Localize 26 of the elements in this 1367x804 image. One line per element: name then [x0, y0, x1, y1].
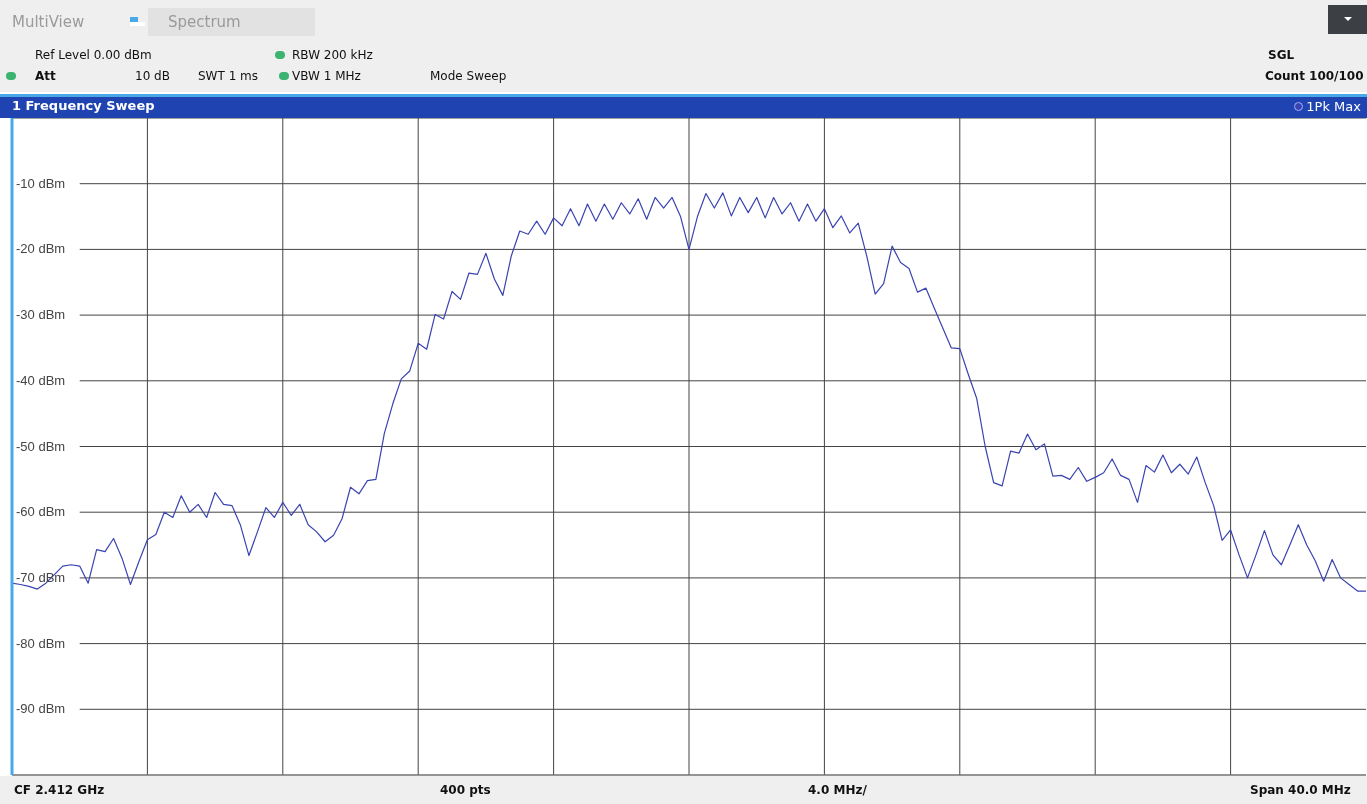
y-tick-label: -60 dBm: [16, 504, 66, 520]
chart-title: 1 Frequency Sweep: [12, 98, 155, 113]
y-tick-label: -20 dBm: [16, 241, 66, 257]
y-tick-label: -40 dBm: [16, 372, 66, 388]
text: Span 40.0 MHz: [1250, 782, 1351, 798]
y-tick-label: -30 dBm: [16, 307, 66, 323]
text: 4.0 MHz/: [808, 782, 867, 798]
y-tick-label: -80 dBm: [16, 635, 66, 651]
y-tick-label: -50 dBm: [16, 438, 66, 454]
y-tick-label: -90 dBm: [16, 701, 66, 717]
text: RBW 200 kHz: [292, 47, 373, 63]
text: 10 dB: [135, 68, 170, 84]
text: SGL: [1268, 47, 1295, 63]
legend-label: 1Pk Max: [1306, 99, 1361, 114]
text: Count 100/100: [1265, 68, 1364, 84]
text: Ref Level 0.00 dBm: [35, 47, 152, 63]
text: SWT 1 ms: [198, 68, 259, 84]
text: CF 2.412 GHz: [14, 782, 105, 798]
line-series: [11, 192, 1367, 592]
text: Mode Sweep: [430, 68, 507, 84]
text: VBW 1 MHz: [292, 68, 361, 84]
text: 400 pts: [440, 782, 491, 798]
text: MultiView: [12, 13, 85, 31]
y-tick-label: -10 dBm: [16, 175, 66, 191]
text: Spectrum: [168, 13, 241, 31]
text: Att: [35, 68, 56, 84]
